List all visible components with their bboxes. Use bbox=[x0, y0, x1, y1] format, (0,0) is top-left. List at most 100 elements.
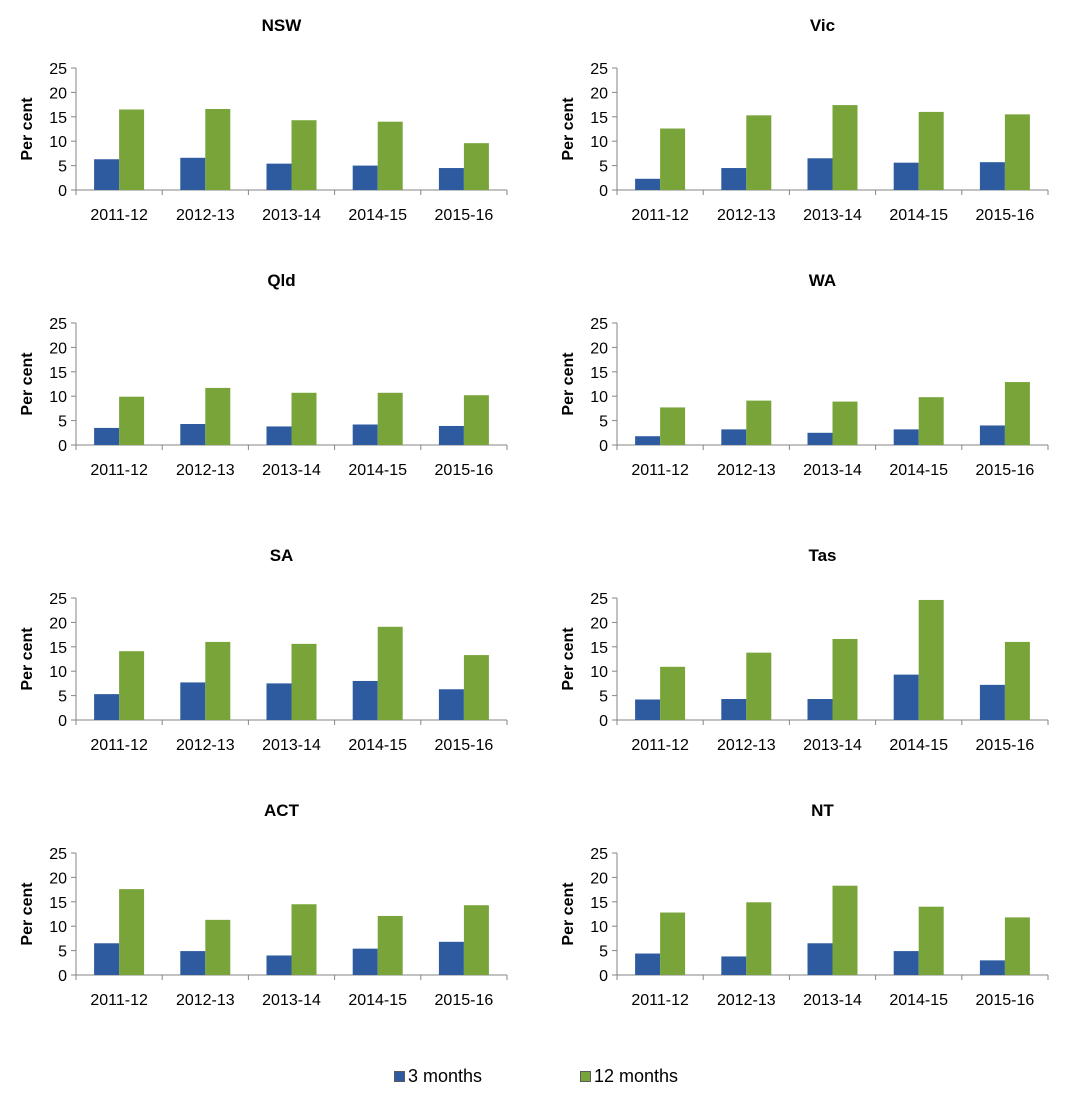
chart-panel-sa: SA Per cent 0 5 10 15 20 25 2011-12 2012-13 2013-1… bbox=[0, 530, 541, 785]
bar-12-months-2015-16 bbox=[1004, 917, 1030, 975]
x-tick-label: 2012-13 bbox=[176, 462, 235, 479]
chart-panel-tas: Tas Per cent 0 5 10 15 20 25 2011-12 2012-13 2013-… bbox=[541, 530, 1082, 785]
x-tick-label: 2012-13 bbox=[717, 462, 776, 479]
bar-12-months-2012-13 bbox=[205, 919, 231, 975]
chart-title: NSW bbox=[262, 16, 303, 35]
x-tick-label: 2015-16 bbox=[435, 462, 494, 479]
chart-title: NT bbox=[811, 801, 834, 820]
bar-12-months-2011-12 bbox=[660, 128, 686, 190]
x-tick-label: 2013-14 bbox=[262, 992, 321, 1009]
y-tick-label: 15 bbox=[49, 895, 67, 912]
y-tick-label: 20 bbox=[590, 340, 608, 357]
bar-12-months-2015-16 bbox=[1004, 382, 1030, 445]
bar-12-months-2012-13 bbox=[205, 108, 231, 190]
bar-12-months-2015-16 bbox=[463, 395, 489, 445]
chart-panel-qld: Qld Per cent 0 5 10 15 20 25 2011-12 2012-13 2013-… bbox=[0, 255, 541, 510]
bar-12-months-2014-15 bbox=[377, 626, 403, 720]
bar-12-months-2014-15 bbox=[918, 397, 944, 445]
chart-panel-vic: Vic Per cent 0 5 10 15 20 25 2011-12 2012-13 2013-… bbox=[541, 0, 1082, 255]
chart-title: Tas bbox=[808, 546, 836, 565]
bar-12-months-2015-16 bbox=[1004, 641, 1030, 720]
y-tick-label: 5 bbox=[58, 944, 67, 961]
bar-12-months-2015-16 bbox=[463, 655, 489, 720]
y-tick-label: 0 bbox=[599, 713, 608, 730]
bar-3-months-2011-12 bbox=[94, 943, 120, 975]
y-axis-label: Per cent bbox=[560, 882, 577, 946]
bar-3-months-2011-12 bbox=[94, 694, 120, 720]
bar-12-months-2014-15 bbox=[377, 392, 403, 445]
y-axis-label: Per cent bbox=[560, 352, 577, 416]
chart-svg-tas: Tas Per cent 0 5 10 15 20 25 2011-12 2012-13 2013-… bbox=[560, 546, 1049, 754]
bar-12-months-2013-14 bbox=[291, 392, 317, 445]
y-tick-label: 20 bbox=[49, 870, 67, 887]
y-tick-label: 5 bbox=[58, 689, 67, 706]
y-tick-label: 25 bbox=[49, 591, 67, 608]
y-tick-label: 25 bbox=[49, 61, 67, 78]
y-tick-label: 0 bbox=[58, 968, 67, 985]
chart-title: SA bbox=[270, 546, 294, 565]
legend-label-3-months: 3 months bbox=[408, 1066, 483, 1086]
y-tick-label: 0 bbox=[599, 968, 608, 985]
bar-12-months-2013-14 bbox=[832, 885, 858, 975]
bar-12-months-2015-16 bbox=[1004, 114, 1030, 190]
bar-3-months-2013-14 bbox=[266, 426, 292, 445]
bar-12-months-2015-16 bbox=[463, 905, 489, 975]
bar-3-months-2011-12 bbox=[635, 953, 661, 975]
chart-svg-vic: Vic Per cent 0 5 10 15 20 25 2011-12 2012-13 2013-… bbox=[560, 16, 1049, 224]
bar-12-months-2012-13 bbox=[746, 902, 772, 975]
x-tick-label: 2011-12 bbox=[631, 207, 689, 224]
bar-12-months-2015-16 bbox=[463, 143, 489, 190]
bar-3-months-2013-14 bbox=[807, 158, 833, 190]
chart-panel-act: ACT Per cent 0 5 10 15 20 25 2011-12 2012-13 2013-… bbox=[0, 785, 541, 1040]
y-tick-label: 15 bbox=[590, 110, 608, 127]
y-axis-label: Per cent bbox=[19, 882, 36, 946]
x-tick-label: 2015-16 bbox=[976, 462, 1035, 479]
x-tick-label: 2015-16 bbox=[976, 737, 1035, 754]
x-tick-label: 2013-14 bbox=[803, 737, 862, 754]
bar-12-months-2014-15 bbox=[918, 111, 944, 190]
x-tick-label: 2015-16 bbox=[435, 207, 494, 224]
x-tick-label: 2014-15 bbox=[889, 992, 948, 1009]
bar-12-months-2013-14 bbox=[832, 105, 858, 190]
chart-svg-nsw: NSW Per cent 0 5 10 15 20 25 2011-12 2012-13 2013-… bbox=[19, 16, 508, 224]
bar-3-months-2015-16 bbox=[979, 960, 1005, 975]
chart-panel-wa: WA Per cent 0 5 10 15 20 25 2011-12 2012-13 2013-1… bbox=[541, 255, 1082, 510]
bar-3-months-2013-14 bbox=[807, 943, 833, 975]
bar-3-months-2015-16 bbox=[438, 941, 464, 975]
chart-title: Vic bbox=[810, 16, 835, 35]
y-tick-label: 0 bbox=[599, 438, 608, 455]
y-tick-label: 10 bbox=[590, 134, 608, 151]
chart-svg-nt: NT Per cent 0 5 10 15 20 25 2011-12 2012-13 2013-1… bbox=[560, 801, 1049, 1009]
bar-3-months-2013-14 bbox=[266, 683, 292, 720]
y-tick-label: 10 bbox=[49, 664, 67, 681]
y-tick-label: 10 bbox=[590, 664, 608, 681]
bar-3-months-2015-16 bbox=[979, 425, 1005, 445]
bar-12-months-2014-15 bbox=[377, 915, 403, 975]
x-tick-label: 2012-13 bbox=[176, 992, 235, 1009]
bar-3-months-2012-13 bbox=[721, 699, 747, 720]
x-tick-label: 2011-12 bbox=[631, 992, 689, 1009]
y-tick-label: 20 bbox=[49, 340, 67, 357]
y-tick-label: 15 bbox=[590, 640, 608, 657]
bar-12-months-2014-15 bbox=[918, 906, 944, 975]
y-tick-label: 20 bbox=[590, 870, 608, 887]
bar-12-months-2011-12 bbox=[660, 912, 686, 975]
bar-3-months-2013-14 bbox=[807, 432, 833, 445]
x-tick-label: 2013-14 bbox=[803, 207, 862, 224]
bar-3-months-2012-13 bbox=[180, 157, 206, 190]
bar-3-months-2014-15 bbox=[893, 951, 919, 975]
bar-3-months-2012-13 bbox=[721, 429, 747, 445]
x-tick-label: 2012-13 bbox=[176, 737, 235, 754]
x-tick-label: 2014-15 bbox=[889, 462, 948, 479]
y-tick-label: 25 bbox=[590, 846, 608, 863]
bar-12-months-2011-12 bbox=[660, 407, 686, 445]
bar-12-months-2013-14 bbox=[291, 120, 317, 190]
bar-12-months-2014-15 bbox=[918, 599, 944, 720]
y-tick-label: 10 bbox=[49, 919, 67, 936]
legend-item-3-months: 3 months bbox=[394, 1066, 482, 1087]
x-tick-label: 2014-15 bbox=[348, 462, 407, 479]
x-tick-label: 2014-15 bbox=[348, 207, 407, 224]
legend-swatch-3-months bbox=[394, 1071, 405, 1082]
bar-3-months-2015-16 bbox=[438, 425, 464, 445]
x-tick-label: 2014-15 bbox=[889, 207, 948, 224]
